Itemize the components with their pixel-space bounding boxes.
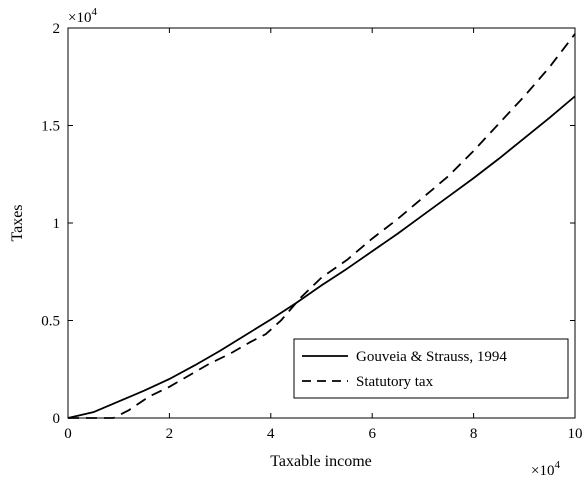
ticks-layer: 0 2 4 6 8 10 0 0.5 1 1.5 2 xyxy=(41,21,582,442)
y-tick-label: 1 xyxy=(53,216,61,232)
legend-label-statutory: Statutory tax xyxy=(356,374,434,390)
y-tick-label: 1.5 xyxy=(41,119,60,135)
legend: Gouveia & Strauss, 1994 Statutory tax xyxy=(293,338,569,399)
y-tick-label: 0.5 xyxy=(41,314,60,330)
x-tick-label: 8 xyxy=(470,426,478,442)
legend-label-gouveia: Gouveia & Strauss, 1994 xyxy=(356,349,507,365)
legend-box xyxy=(293,338,569,399)
x-tick-label: 10 xyxy=(568,426,583,442)
y-tick-label: 0 xyxy=(53,411,61,427)
y-multiplier-exp: 4 xyxy=(91,6,97,18)
y-multiplier: ×104 xyxy=(68,6,97,26)
x-tick-label: 0 xyxy=(64,426,72,442)
y-tick-label: 2 xyxy=(53,21,61,37)
x-multiplier-base: ×10 xyxy=(531,463,554,479)
series-line-statutory xyxy=(68,33,576,419)
x-tick-label: 4 xyxy=(267,426,275,442)
x-multiplier-exp: 4 xyxy=(554,459,560,471)
y-multiplier-base: ×10 xyxy=(68,10,91,26)
x-multiplier: ×104 xyxy=(531,459,560,479)
y-axis-label: Taxes xyxy=(9,204,26,241)
x-axis-label: Taxable income xyxy=(270,453,372,470)
series-layer xyxy=(67,33,576,419)
x-tick-label: 6 xyxy=(368,426,376,442)
series-line-gouveia xyxy=(67,95,576,419)
x-tick-label: 2 xyxy=(166,426,174,442)
